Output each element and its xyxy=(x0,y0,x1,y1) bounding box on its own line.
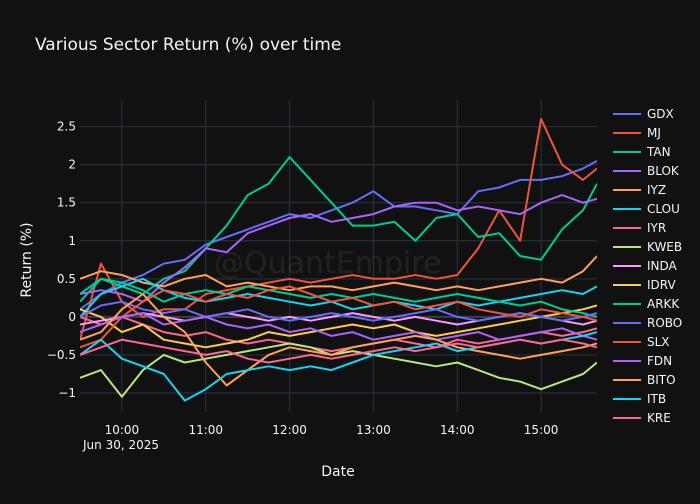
legend-item-kweb[interactable]: KWEB xyxy=(613,240,682,254)
y-tick-label: 2.5 xyxy=(57,120,76,134)
y-tick-label: 1.5 xyxy=(57,196,76,210)
legend-label: IYR xyxy=(647,221,666,235)
legend-label: ARKK xyxy=(647,297,680,311)
x-tick-label: 13:00 xyxy=(356,423,391,437)
legend-label: FDN xyxy=(647,354,672,368)
legend-item-iyz[interactable]: IYZ xyxy=(613,183,666,197)
legend-label: IDRV xyxy=(647,278,676,292)
legend-item-slx[interactable]: SLX xyxy=(613,335,670,349)
legend-item-clou[interactable]: CLOU xyxy=(613,202,680,216)
series-line-fdn xyxy=(80,312,597,341)
legend[interactable]: GDX MJ TAN BLOK IYZ CLOU IYR KWEB INDA IDRV ARKK RO… xyxy=(613,107,682,425)
plot-background xyxy=(80,100,597,412)
y-axis-label: Return (%) xyxy=(19,222,35,297)
legend-label: TAN xyxy=(646,145,671,159)
legend-item-blok[interactable]: BLOK xyxy=(613,164,680,178)
series-line-robo xyxy=(80,300,597,322)
y-tick-label: 0.5 xyxy=(57,272,76,286)
legend-label: KWEB xyxy=(647,240,682,254)
series-line-kre xyxy=(80,338,597,364)
x-axis-label: Date xyxy=(321,464,354,480)
legend-item-inda[interactable]: INDA xyxy=(613,259,678,273)
series-line-idrv xyxy=(80,304,597,349)
series-line-blok xyxy=(80,194,597,303)
legend-label: ITB xyxy=(647,392,666,406)
plot-area xyxy=(80,118,597,402)
legend-item-fdn[interactable]: FDN xyxy=(613,354,672,368)
legend-label: ROBO xyxy=(647,316,682,330)
y-tick-label: 1 xyxy=(68,234,76,248)
legend-label: SLX xyxy=(647,335,670,349)
legend-label: KRE xyxy=(647,411,671,425)
legend-item-iyr[interactable]: IYR xyxy=(613,221,666,235)
series-line-slx xyxy=(80,285,597,349)
x-tick-label: 15:00 xyxy=(524,423,559,437)
y-tick-label: −0.5 xyxy=(47,348,76,362)
legend-label: GDX xyxy=(647,107,674,121)
legend-label: BITO xyxy=(647,373,676,387)
x-tick-label: 11:00 xyxy=(188,423,223,437)
legend-label: INDA xyxy=(647,259,678,273)
series-line-tan xyxy=(80,156,597,303)
series-line-iyz xyxy=(80,255,597,292)
series-line-bito xyxy=(80,293,597,387)
legend-item-gdx[interactable]: GDX xyxy=(613,107,674,121)
legend-item-tan[interactable]: TAN xyxy=(613,145,671,159)
y-tick-label: 0 xyxy=(68,310,76,324)
legend-label: CLOU xyxy=(647,202,680,216)
legend-item-robo[interactable]: ROBO xyxy=(613,316,682,330)
series-line-gdx xyxy=(80,160,597,311)
legend-label: BLOK xyxy=(647,164,680,178)
legend-item-itb[interactable]: ITB xyxy=(613,392,666,406)
y-tick-label: −1 xyxy=(58,386,76,400)
legend-item-mj[interactable]: MJ xyxy=(613,126,661,140)
series-line-arkk xyxy=(80,277,597,318)
x-tick-label: 14:00 xyxy=(440,423,475,437)
axes: 2.5 2 1.5 1 0.5 0 −0.5 −1 10:00 11:00 12:00 13:00 14… xyxy=(47,120,559,437)
legend-item-arkk[interactable]: ARKK xyxy=(613,297,680,311)
watermark: @QuantEmpire xyxy=(214,246,441,281)
x-axis-date-label: Jun 30, 2025 xyxy=(82,438,159,452)
legend-label: MJ xyxy=(647,126,661,140)
legend-item-kre[interactable]: KRE xyxy=(613,411,671,425)
x-tick-label: 12:00 xyxy=(272,423,307,437)
legend-item-idrv[interactable]: IDRV xyxy=(613,278,676,292)
x-tick-label: 10:00 xyxy=(105,423,140,437)
legend-label: IYZ xyxy=(647,183,666,197)
chart-title: Various Sector Return (%) over time xyxy=(35,35,341,55)
legend-item-bito[interactable]: BITO xyxy=(613,373,676,387)
y-tick-label: 2 xyxy=(68,158,76,172)
series-line-mj xyxy=(80,118,597,340)
series-line-kweb xyxy=(80,342,597,398)
